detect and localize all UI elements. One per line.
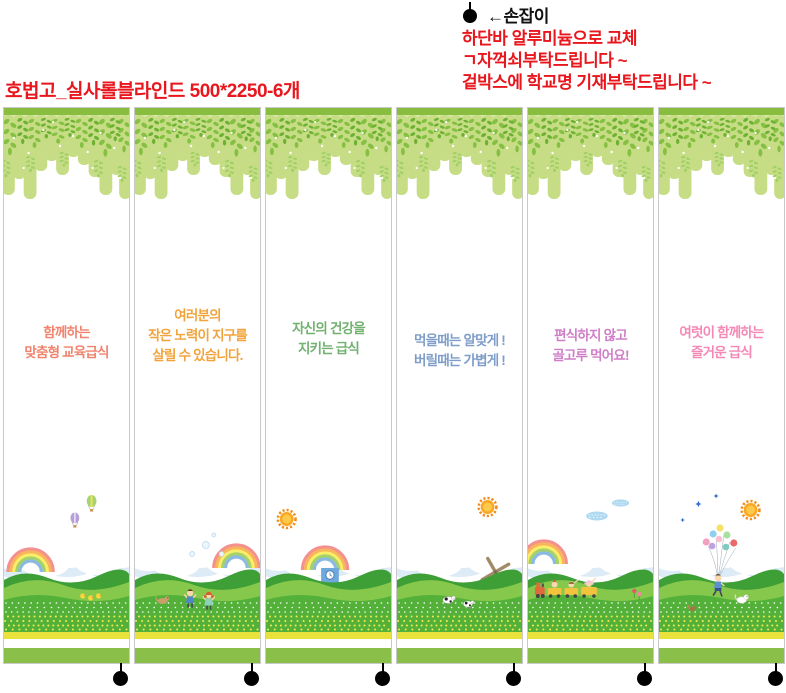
foliage-decoration [659, 108, 784, 208]
pull-handle-stem [251, 663, 253, 673]
scene-farm-windmill-illustration [397, 496, 522, 663]
sun-icon [276, 508, 297, 530]
scene-kids-playing-illustration [135, 532, 260, 663]
slogan-line: 여러분의 [174, 308, 221, 323]
blind-panel-2: 여러분의 작은 노력이 지구를 살릴 수 있습니다. [134, 107, 261, 686]
foliage-decoration [4, 108, 129, 208]
slogan-line: 편식하지 않고 [554, 328, 627, 343]
pull-handle [113, 663, 129, 686]
slogan-text: 여럿이 함께하는 즐거운 급식 [659, 323, 784, 363]
flowers-icon [632, 588, 642, 600]
handle-row: ←손잡이 [462, 1, 711, 28]
pull-handle-stem [644, 663, 646, 673]
pull-handle-stem [120, 663, 122, 673]
dog-icon [734, 594, 749, 604]
slogan-line: 작은 노력이 지구를 [148, 328, 248, 343]
pull-handle-stem [775, 663, 777, 673]
slogan-line: 버릴때는 가볍게 ! [414, 353, 506, 368]
pull-handle-stem [513, 663, 515, 673]
slogan-line: 먹을때는 알맞게 ! [414, 333, 506, 348]
slogan-text: 편식하지 않고 골고루 먹어요! [528, 326, 653, 366]
scene-balloon-runner-illustration [659, 493, 784, 663]
pull-handle [506, 663, 522, 686]
slogan-line: 함께하는 [43, 325, 90, 340]
pull-handle [768, 663, 784, 686]
slogan-line: 맞춤형 교육급식 [24, 345, 109, 360]
note-line-2: ㄱ자꺽쇠부탁드립니다 ~ [462, 51, 628, 70]
pull-handle-knob [113, 671, 128, 686]
running-child-figure [712, 574, 725, 597]
foliage-decoration [266, 108, 391, 208]
cloud-icon [611, 498, 630, 508]
kids-train-icon [534, 577, 597, 598]
foliage-decoration [528, 108, 653, 208]
blind-panel-4: 먹을때는 알맞게 ! 버릴때는 가볍게 ! [396, 107, 523, 686]
pull-handle-knob [375, 671, 390, 686]
girl-figure [202, 591, 216, 610]
pull-handle-knob [244, 671, 259, 686]
slogan-text: 자신의 건강을 지키는 급식 [266, 319, 391, 359]
scene-train-kids-illustration [528, 498, 653, 663]
slogan-text: 함께하는 맞춤형 교육급식 [4, 323, 129, 363]
pull-handle-knob [506, 671, 521, 686]
handle-label: ←손잡이 [487, 7, 549, 26]
handle-pin-icon [462, 1, 478, 28]
bubbles-icon [189, 532, 225, 557]
sun-icon [477, 496, 498, 518]
slogan-text: 먹을때는 알맞게 ! 버릴때는 가볍게 ! [397, 331, 522, 371]
hot-air-balloon-icon [70, 495, 97, 528]
pull-handle [637, 663, 653, 686]
slogan-line: 여럿이 함께하는 [679, 325, 764, 340]
blind-panel-5: 편식하지 않고 골고루 먹어요! [527, 107, 654, 686]
dog-icon [155, 596, 170, 604]
chicks-icon [80, 593, 102, 601]
order-title: 호법고_실사롤블라인드 500*2250-6개 [5, 81, 300, 102]
pull-handle [244, 663, 260, 686]
pull-handle-stem [382, 663, 384, 673]
scene-school-rainbow-illustration [266, 508, 391, 663]
blind-panel-6: 여럿이 함께하는 즐거운 급식 [658, 107, 785, 686]
blind-panel-1: 함께하는 맞춤형 교육급식 [3, 107, 130, 686]
slogan-text: 여러분의 작은 노력이 지구를 살릴 수 있습니다. [135, 306, 260, 366]
note-line-1: 하단바 알루미늄으로 교체 [462, 29, 638, 48]
slogan-line: 자신의 건강을 [292, 321, 365, 336]
blind-panel-3: 자신의 건강을 지키는 급식 [265, 107, 392, 686]
foliage-decoration [135, 108, 260, 208]
squirrel-icon [686, 604, 697, 612]
pull-handle-knob [768, 671, 783, 686]
sparkle-stars-icon [680, 493, 719, 523]
slogan-line: 살릴 수 있습니다. [152, 348, 243, 363]
foliage-decoration [397, 108, 522, 208]
slogan-line: 즐거운 급식 [690, 345, 753, 360]
slogan-line: 골고루 먹어요! [552, 348, 629, 363]
panel-row: 함께하는 맞춤형 교육급식 [3, 107, 785, 686]
sun-icon [740, 499, 761, 521]
handle-annotation-block: ←손잡이 하단바 알루미늄으로 교체 ㄱ자꺽쇠부탁드립니다 ~ 겉박스에 학교명… [462, 1, 712, 94]
boy-figure [183, 589, 197, 608]
note-line-3: 겉박스에 학교명 기재부탁드립니다 ~ [462, 73, 712, 92]
pull-handle [375, 663, 391, 686]
scene-rainbow-balloons-illustration [4, 495, 129, 663]
pull-handle-knob [637, 671, 652, 686]
slogan-line: 지키는 급식 [297, 341, 360, 356]
cloud-icon [585, 510, 609, 522]
